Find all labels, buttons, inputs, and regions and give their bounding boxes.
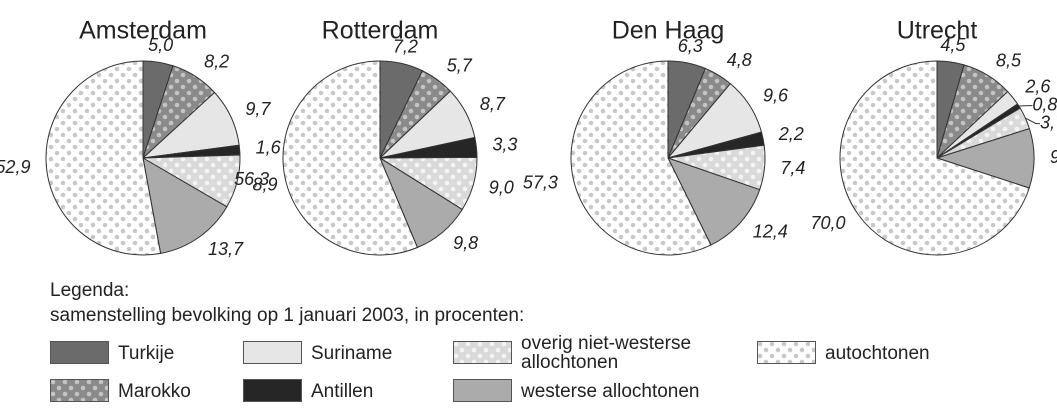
chart-title: Rotterdam (322, 17, 439, 45)
legend-swatch (243, 379, 303, 403)
legend-label: Marokko (118, 382, 191, 401)
legend-swatch (453, 379, 513, 403)
value-label: 5,7 (447, 56, 473, 76)
legend-item: westerse allochtonen (453, 372, 757, 410)
value-label: 7,4 (780, 158, 805, 178)
value-label: 2,6 (1024, 76, 1051, 96)
legend-items: Turkije Marokko Suriname Antillen overig nie… (50, 334, 1050, 410)
value-label: 13,7 (208, 239, 244, 259)
value-label: 9,0 (489, 178, 514, 198)
value-label: 4,8 (727, 50, 752, 70)
value-label: 56,3 (234, 169, 269, 189)
value-label: 9,7 (245, 99, 271, 119)
value-label: 3,7 (1040, 112, 1057, 132)
legend-swatch (50, 379, 110, 403)
legend-label: Turkije (118, 344, 174, 363)
value-label: 5,0 (148, 35, 173, 55)
legend-swatch (453, 341, 513, 365)
value-label: 1,6 (256, 138, 282, 158)
legend-title: Legenda: (50, 278, 1050, 303)
chart: Amsterdam5,08,29,71,68,913,752,9Rotterda… (0, 0, 1057, 280)
value-label: 57,3 (523, 172, 558, 192)
legend-item: Turkije (50, 334, 243, 372)
value-label: 2,2 (778, 124, 804, 144)
value-label: 9,8 (453, 233, 478, 253)
value-label: 3,3 (492, 134, 517, 154)
value-label: 12,4 (753, 221, 788, 241)
legend: Legenda: samenstelling bevolking op 1 ja… (50, 278, 1050, 410)
legend-subtitle: samenstelling bevolking op 1 januari 200… (50, 303, 1050, 328)
chart-title: Amsterdam (79, 17, 207, 45)
value-label: 4,5 (940, 35, 966, 55)
value-label: 8,7 (480, 94, 506, 114)
legend-label: overig niet-westerse allochtonen (521, 334, 731, 372)
legend-item: Suriname (243, 334, 453, 372)
value-label: 7,2 (393, 37, 418, 57)
legend-label: Antillen (311, 382, 373, 401)
legend-swatch (757, 341, 817, 365)
legend-label: westerse allochtonen (521, 382, 700, 401)
chart-title: Den Haag (612, 17, 725, 45)
legend-label: Suriname (311, 344, 392, 363)
value-label: 9,9 (1050, 147, 1057, 167)
value-label: 8,2 (204, 52, 229, 72)
value-label: 52,9 (0, 157, 30, 177)
value-label: 8,5 (996, 50, 1022, 70)
legend-item: Marokko (50, 372, 243, 410)
legend-label: autochtonen (825, 344, 930, 363)
value-label: 70,0 (811, 213, 846, 233)
legend-item: overig niet-westerse allochtonen (453, 334, 757, 372)
value-label: 6,3 (678, 36, 703, 56)
pie-slice (46, 61, 161, 255)
legend-item: autochtonen (757, 334, 997, 372)
legend-swatch (50, 341, 110, 365)
value-label: 0,8 (1032, 94, 1057, 114)
legend-item: Antillen (243, 372, 453, 410)
value-label: 9,6 (763, 86, 789, 106)
legend-swatch (243, 341, 303, 365)
